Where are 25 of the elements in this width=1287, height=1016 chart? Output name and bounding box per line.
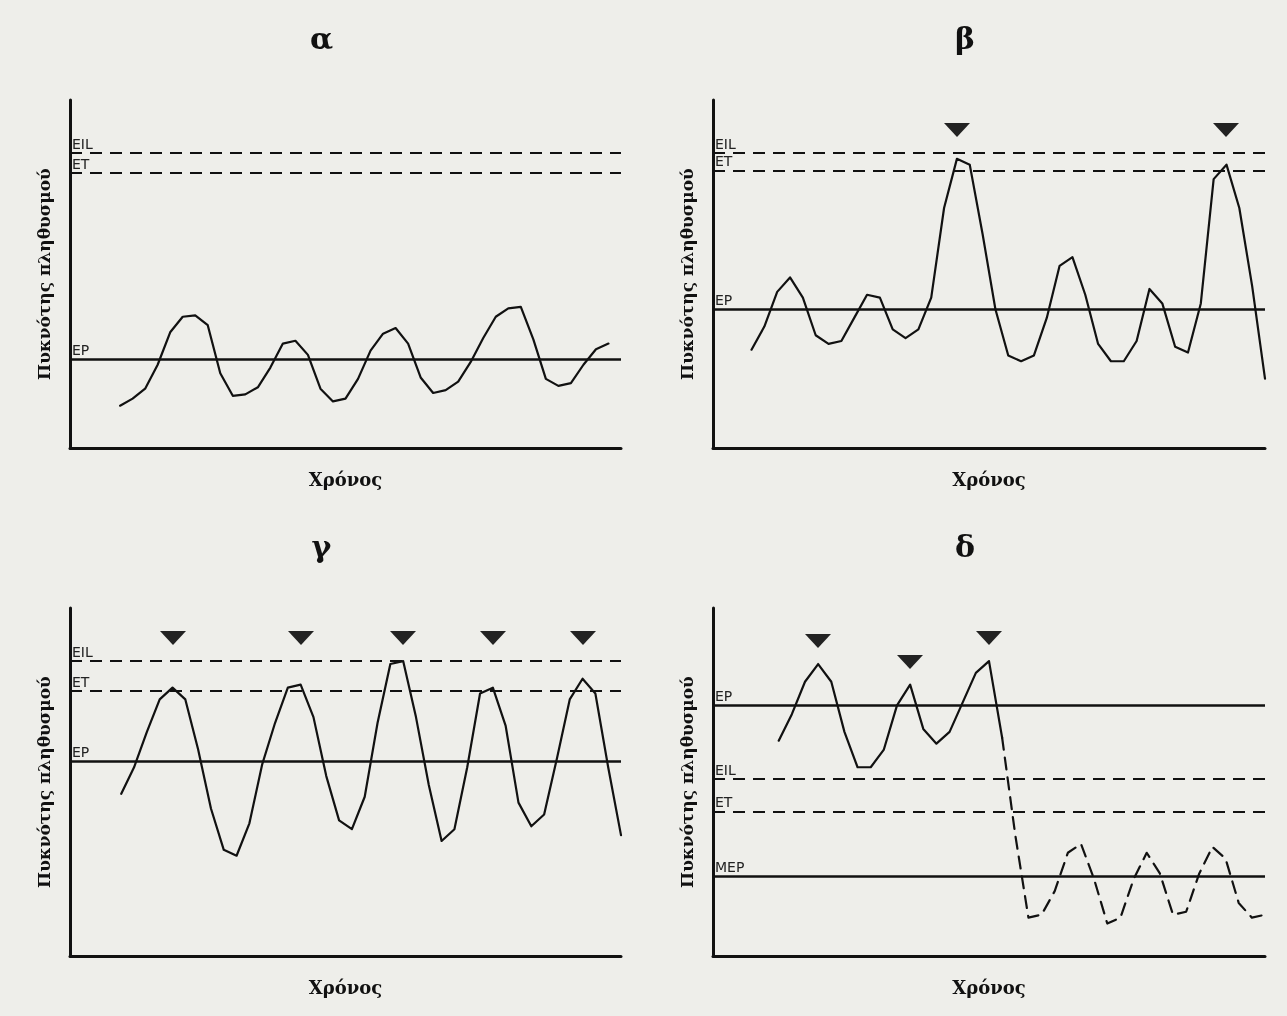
chart-title: α bbox=[309, 20, 334, 56]
x-axis-title: Χρόνος bbox=[308, 976, 383, 998]
ref-line-label: ET bbox=[72, 673, 90, 690]
ref-line-label: EIL bbox=[715, 762, 736, 779]
y-axis-title: Πυκνότης πληθυσμού bbox=[676, 675, 697, 888]
x-axis-title: Χρόνος bbox=[952, 468, 1026, 490]
chart-title: γ bbox=[311, 528, 332, 564]
ref-line-label: EP bbox=[72, 342, 90, 359]
y-axis-title: Πυκνότης πληθυσμού bbox=[676, 167, 697, 380]
y-axis-title: Πυκνότης πληθυσμού bbox=[33, 167, 54, 380]
ref-line-label: EP bbox=[72, 744, 90, 761]
ref-line-label: ET bbox=[715, 794, 733, 811]
x-axis-title: Χρόνος bbox=[952, 976, 1026, 998]
ref-line-label: EIL bbox=[72, 136, 93, 153]
chart-title: δ bbox=[954, 528, 976, 564]
ref-line-label: EP bbox=[715, 688, 733, 705]
ref-line-label: EIL bbox=[715, 136, 736, 153]
x-axis-title: Χρόνος bbox=[308, 468, 383, 490]
ref-line-label: EP bbox=[715, 292, 733, 309]
ref-line-label: ET bbox=[72, 155, 90, 172]
chart-title: β bbox=[955, 20, 975, 56]
ref-line-label: MEP bbox=[715, 859, 745, 876]
ref-line-label: EIL bbox=[72, 644, 93, 661]
ref-line-label: ET bbox=[715, 153, 733, 170]
y-axis-title: Πυκνότης πληθυσμού bbox=[33, 675, 54, 888]
